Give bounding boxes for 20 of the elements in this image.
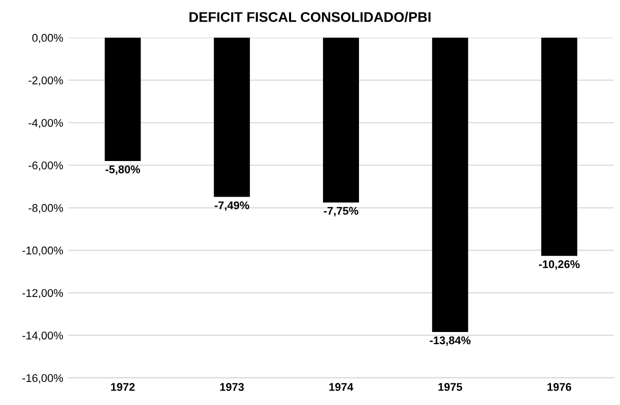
y-tick-label: -16,00% xyxy=(22,374,63,384)
x-tick-label: 1973 xyxy=(220,383,244,391)
chart-title: DEFICIT FISCAL CONSOLIDADO/PBI xyxy=(190,12,430,22)
x-tick-label: 1972 xyxy=(111,383,135,391)
y-tick-label: -14,00% xyxy=(22,332,63,341)
x-tick-label: 1974 xyxy=(329,383,354,391)
x-tick-label: 1976 xyxy=(548,383,572,391)
y-tick-label: -12,00% xyxy=(22,289,63,298)
y-tick-label: -8,00% xyxy=(28,204,63,214)
y-tick-label: 0,00% xyxy=(32,34,63,44)
y-tick-label: -2,00% xyxy=(28,76,63,86)
data-label: -7,49% xyxy=(214,201,250,211)
data-label: -7,75% xyxy=(324,206,358,216)
data-label: -13,84% xyxy=(430,336,471,346)
y-tick-label: -10,00% xyxy=(22,246,63,256)
x-tick-label: 1975 xyxy=(438,383,462,391)
data-label: -5,80% xyxy=(106,165,140,175)
y-tick-label: -6,00% xyxy=(28,162,63,171)
data-label: -10,26% xyxy=(538,260,580,270)
y-tick-label: -4,00% xyxy=(28,118,63,128)
